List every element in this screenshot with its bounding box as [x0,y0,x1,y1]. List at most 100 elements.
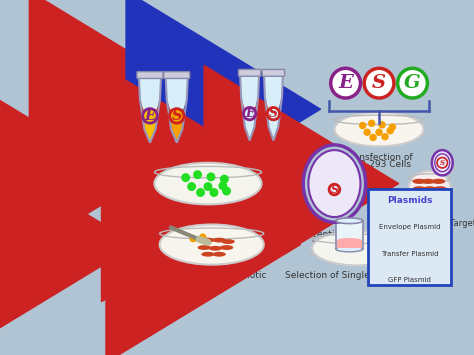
Text: Transfer Plasmid: Transfer Plasmid [381,251,438,257]
Ellipse shape [303,145,365,222]
Circle shape [369,134,377,141]
Circle shape [401,259,418,275]
Ellipse shape [212,252,226,257]
Ellipse shape [432,193,445,199]
Text: Selection of Single Clone: Selection of Single Clone [285,271,399,280]
Polygon shape [268,107,279,141]
Polygon shape [244,107,255,141]
Ellipse shape [409,187,450,196]
Ellipse shape [221,239,235,244]
Ellipse shape [201,238,215,242]
Text: Envelope Plasmid: Envelope Plasmid [379,224,440,230]
Circle shape [181,173,190,182]
Text: Plasmid Purification: Plasmid Purification [217,155,306,164]
Polygon shape [264,73,283,107]
Text: GFP Plasmid: GFP Plasmid [388,277,431,283]
Ellipse shape [220,245,233,250]
Ellipse shape [312,248,401,257]
Text: S: S [172,109,182,123]
Circle shape [386,127,394,135]
Ellipse shape [209,246,222,251]
Text: Plasmids: Plasmids [387,196,432,205]
FancyBboxPatch shape [164,72,190,78]
Ellipse shape [435,154,450,172]
Circle shape [220,175,229,184]
Ellipse shape [201,252,215,257]
Text: S: S [372,74,386,92]
Ellipse shape [412,193,426,199]
Text: E: E [245,107,255,120]
Ellipse shape [160,224,264,264]
Circle shape [359,122,366,129]
Circle shape [207,173,215,181]
FancyBboxPatch shape [368,189,451,285]
Ellipse shape [212,238,226,242]
Ellipse shape [421,179,435,184]
Text: Lentivirus: Lentivirus [409,212,450,221]
Ellipse shape [198,245,211,250]
Text: Transduction of Target: Transduction of Target [383,219,474,228]
Ellipse shape [433,186,447,191]
Text: Lentivirus: Lentivirus [312,230,357,239]
Polygon shape [329,185,339,207]
Text: G: G [405,261,414,272]
Polygon shape [336,221,363,249]
Circle shape [398,68,428,98]
Text: Miniprep: Miniprep [242,149,281,158]
Circle shape [193,170,202,179]
Circle shape [203,182,212,191]
Text: G: G [404,74,421,92]
FancyBboxPatch shape [262,70,284,76]
Circle shape [196,188,205,197]
Text: GP2-293 Cells: GP2-293 Cells [347,160,410,169]
Text: Collection: Collection [312,236,357,245]
Text: Selection with Antibiotic: Selection with Antibiotic [156,271,267,280]
FancyBboxPatch shape [238,70,261,76]
Circle shape [364,129,371,136]
Circle shape [378,121,386,129]
Polygon shape [143,109,157,143]
Text: E. coli: E. coli [150,152,177,160]
Circle shape [381,133,389,141]
Ellipse shape [160,244,264,255]
Ellipse shape [309,150,360,217]
Polygon shape [337,241,362,247]
Ellipse shape [432,150,453,175]
Ellipse shape [423,186,437,191]
FancyBboxPatch shape [325,160,344,165]
Circle shape [199,233,207,241]
Text: S: S [269,107,278,120]
Ellipse shape [155,183,262,195]
Text: E: E [405,209,414,220]
Ellipse shape [423,193,437,199]
Text: Transfection of: Transfection of [346,153,412,162]
Ellipse shape [155,163,262,204]
Text: Cells: Cells [419,225,440,234]
Ellipse shape [335,112,424,146]
Circle shape [187,182,196,191]
Text: Transformation: Transformation [129,158,197,166]
Text: E: E [338,74,353,92]
Circle shape [331,68,360,98]
Text: S: S [330,184,338,195]
Polygon shape [165,76,188,109]
Ellipse shape [432,179,445,184]
Circle shape [401,233,418,249]
Circle shape [364,68,394,98]
Ellipse shape [337,238,362,243]
FancyBboxPatch shape [137,72,163,78]
Ellipse shape [412,186,426,191]
Text: E: E [145,109,155,123]
Text: Fluorescence Confirmation of Transfection: Fluorescence Confirmation of Transfectio… [128,212,289,221]
Circle shape [210,188,219,197]
Polygon shape [326,163,343,185]
Ellipse shape [336,246,363,252]
Text: S: S [406,235,413,246]
Text: S: S [440,159,445,167]
Circle shape [401,206,418,222]
Ellipse shape [335,129,424,138]
Ellipse shape [412,179,426,184]
Circle shape [190,235,197,242]
Circle shape [219,181,228,190]
Polygon shape [240,73,259,107]
